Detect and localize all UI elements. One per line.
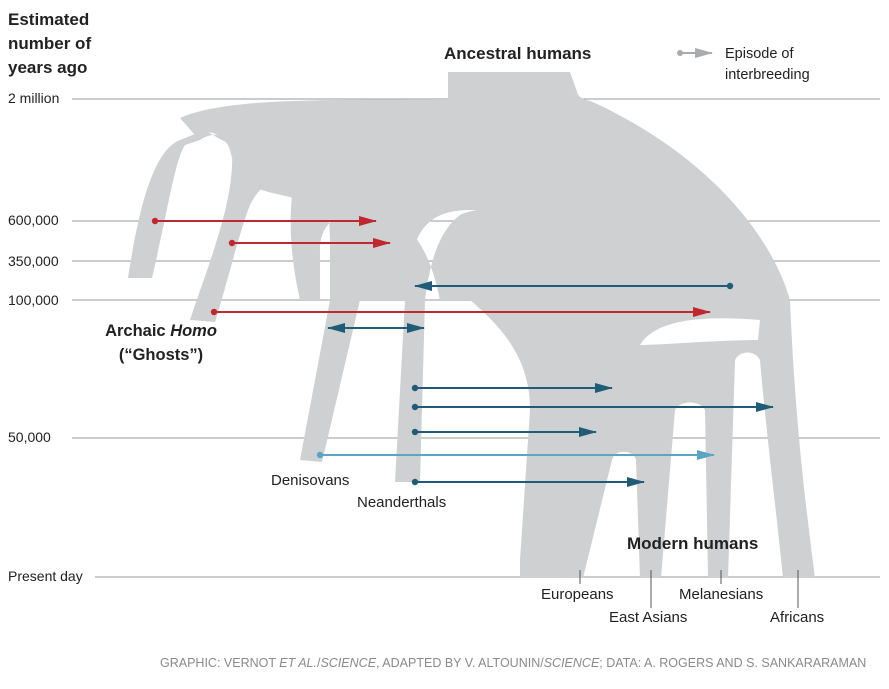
homo-word: Homo <box>170 322 217 340</box>
legend-label: Episode of interbreeding <box>725 46 810 83</box>
episode-neanderthal-1 <box>411 383 613 393</box>
branch-gaps <box>640 318 760 345</box>
population-melanesians: Melanesians <box>679 586 764 603</box>
tick-600000: 600,000 <box>8 212 59 228</box>
tick-50000: 50,000 <box>8 429 51 445</box>
population-europeans: Europeans <box>541 586 614 603</box>
population-ticks <box>579 570 799 608</box>
archaic-homo-label: Archaic Homo (“Ghosts”) <box>96 319 226 367</box>
neanderthals-label: Neanderthals <box>357 494 447 511</box>
episode-ghost-3 <box>210 307 711 317</box>
ancestral-upper-region <box>180 72 790 340</box>
denisovans-label: Denisovans <box>271 472 350 489</box>
interbreeding-episodes <box>151 216 774 487</box>
episode-denisovan <box>316 450 715 460</box>
ancestral-humans-label: Ancestral humans <box>444 44 592 63</box>
y-axis-title: Estimated number of years ago <box>8 10 92 77</box>
legend-arrow <box>677 48 713 58</box>
archaic-word: Archaic <box>105 322 166 340</box>
tick-present-day: Present day <box>8 568 83 584</box>
lineage-tree <box>128 72 815 578</box>
tick-350000: 350,000 <box>8 253 59 269</box>
episode-neanderthal-3 <box>411 427 597 437</box>
tick-100000: 100,000 <box>8 292 59 308</box>
graphic-credit: GRAPHIC: VERNOT ET AL./SCIENCE, ADAPTED … <box>160 656 867 670</box>
modern-humans-label: Modern humans <box>627 534 759 553</box>
episode-ghost-1 <box>151 216 377 226</box>
ghosts-word: (“Ghosts”) <box>118 346 204 364</box>
population-africans: Africans <box>770 609 825 626</box>
episode-ghost-2 <box>228 238 391 248</box>
episode-neanderthal-2 <box>411 402 774 412</box>
modern-humans-lineage <box>565 300 815 578</box>
episode-modern-to-neanderthal <box>414 281 734 291</box>
episode-neanderthal-4 <box>411 477 645 487</box>
population-east-asians: East Asians <box>609 609 688 626</box>
tick-2-million: 2 million <box>8 90 60 106</box>
